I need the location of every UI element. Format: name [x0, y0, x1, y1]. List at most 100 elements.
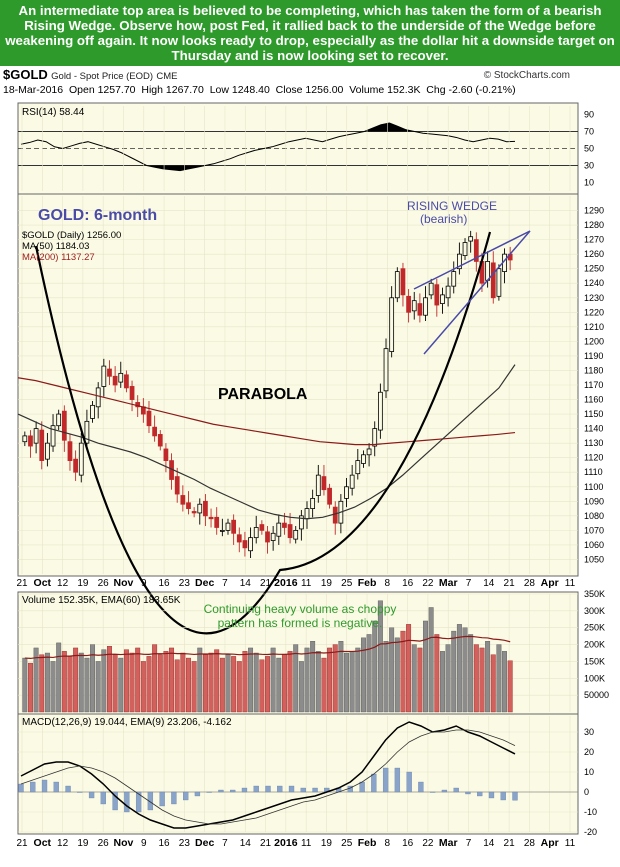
- candle-body: [95, 387, 101, 408]
- quote-open: Open 1257.70: [68, 84, 136, 96]
- volume-bar: [287, 651, 293, 713]
- candle-body: [496, 268, 502, 297]
- volume-bar: [344, 652, 349, 713]
- candle-body: [276, 522, 282, 537]
- x-tick-label: 22: [422, 838, 434, 849]
- x-tick-label: Apr: [541, 577, 559, 589]
- volume-bar: [372, 620, 378, 713]
- x-tick-label: 19: [321, 838, 333, 849]
- quote-low: Low 1248.40: [209, 84, 270, 96]
- x-tick-label: 21: [504, 578, 516, 589]
- price-tick-label: 1150: [584, 409, 603, 419]
- volume-bar: [406, 624, 412, 713]
- candle-body: [146, 410, 152, 427]
- candle-body: [33, 428, 39, 444]
- volume-bar: [293, 644, 299, 713]
- volume-tick-label: 100K: [584, 673, 605, 683]
- macd-tick-label: 0: [584, 787, 589, 797]
- parabola-curve: [34, 231, 492, 635]
- volume-bar: [304, 647, 310, 713]
- x-tick-label: 7: [222, 838, 228, 849]
- x-tick-label: 11: [565, 578, 576, 589]
- volume-bar: [101, 649, 107, 713]
- price-tick-label: 1170: [584, 380, 603, 390]
- volume-bar: [417, 647, 423, 713]
- volume-bar: [281, 654, 287, 713]
- candle-body: [332, 506, 338, 524]
- x-tick-label: 23: [179, 838, 191, 849]
- volume-bar: [219, 657, 225, 713]
- volume-tick-label: 300K: [584, 606, 605, 616]
- candle-body: [129, 386, 135, 400]
- candle-body: [451, 271, 457, 287]
- volume-bar: [157, 654, 163, 713]
- candle-body: [468, 236, 474, 242]
- x-tick-label: 26: [98, 578, 110, 589]
- volume-bar: [118, 657, 124, 713]
- macd-histogram-bar: [488, 791, 495, 799]
- candle-body: [490, 262, 496, 299]
- x-tick-label: Oct: [34, 577, 52, 589]
- candle-body: [445, 285, 451, 299]
- volume-tick-label: 50000: [584, 690, 609, 700]
- candle-body: [377, 391, 383, 431]
- volume-bar: [327, 647, 333, 713]
- quote-high: High 1267.70: [141, 84, 204, 96]
- macd-histogram-bar: [394, 767, 401, 793]
- brand-watermark: © StockCharts.com: [483, 70, 570, 81]
- candle-body: [219, 529, 225, 532]
- candle-body: [203, 500, 208, 517]
- price-tick-label: 1100: [584, 482, 603, 492]
- rsi-overbought-fill: [21, 123, 515, 132]
- quote-change: Chg -2.60 (-0.21%): [426, 84, 516, 96]
- volume-bar: [355, 647, 361, 713]
- price-tick-label: 1290: [584, 206, 604, 216]
- volume-bar: [28, 662, 33, 713]
- candle-body: [321, 476, 327, 491]
- volume-bar: [456, 624, 462, 713]
- candle-body: [101, 365, 107, 387]
- price-tick-label: 1060: [584, 540, 604, 550]
- candle-body: [259, 524, 265, 531]
- macd-histogram-bar: [265, 785, 271, 793]
- rsi-tick-label: 10: [584, 178, 594, 188]
- candle-body: [253, 527, 259, 539]
- volume-bar: [468, 634, 474, 713]
- legend-ma50: MA(50) 1184.03: [22, 241, 89, 252]
- rsi-tick-label: 90: [584, 110, 594, 120]
- volume-bar: [50, 661, 56, 713]
- x-tick-label: 25: [341, 578, 353, 589]
- volume-bar: [473, 644, 479, 713]
- volume-bar: [112, 654, 118, 713]
- candle-body: [174, 476, 180, 495]
- price-tick-label: 1230: [584, 293, 604, 303]
- candle-body: [394, 271, 400, 299]
- candle-body: [124, 374, 129, 389]
- legend-ma200: MA(200) 1137.27: [22, 252, 95, 263]
- x-tick-label: 8: [385, 578, 391, 589]
- macd-tick-label: 30: [584, 727, 594, 737]
- volume-bar: [129, 652, 135, 713]
- candle-body: [225, 522, 231, 531]
- candle-body: [231, 519, 237, 534]
- price-tick-label: 1090: [584, 496, 604, 506]
- candle-body: [152, 426, 158, 437]
- volume-bar: [22, 657, 28, 713]
- x-tick-label: 16: [159, 838, 171, 849]
- candle-body: [383, 348, 389, 392]
- volume-bar: [485, 641, 491, 713]
- price-tick-label: 1190: [584, 351, 603, 361]
- volume-bar: [332, 644, 338, 713]
- candle-body: [304, 508, 310, 520]
- x-tick-label: Oct: [34, 837, 52, 849]
- macd-histogram-bar: [359, 781, 365, 793]
- x-tick-label: 25: [341, 838, 353, 849]
- candle-body: [366, 448, 372, 456]
- macd-histogram-bar: [277, 785, 283, 793]
- macd-histogram-bar: [88, 791, 95, 799]
- macd-histogram-bar: [124, 791, 130, 813]
- macd-histogram-bar: [171, 791, 177, 805]
- x-tick-label: 12: [57, 838, 69, 849]
- candle-body: [428, 282, 434, 296]
